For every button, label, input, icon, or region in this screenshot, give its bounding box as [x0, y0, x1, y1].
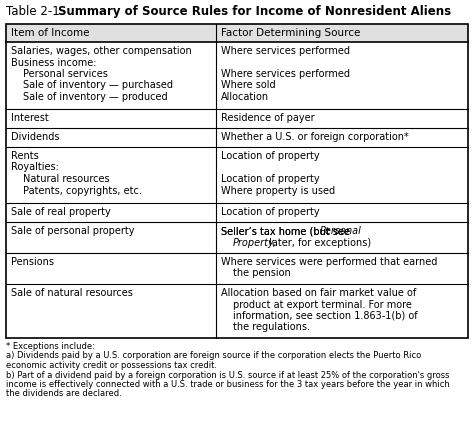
Text: Seller’s tax home (but see: Seller’s tax home (but see [221, 226, 353, 236]
Text: product at export terminal. For more: product at export terminal. For more [233, 299, 412, 309]
Text: Where services performed: Where services performed [221, 46, 350, 56]
Text: Sale of inventory — purchased: Sale of inventory — purchased [23, 81, 173, 91]
Text: a) Dividends paid by a U.S. corporation are foreign source if the corporation el: a) Dividends paid by a U.S. corporation … [6, 351, 421, 360]
Text: Dividends: Dividends [11, 132, 60, 142]
Text: Allocation: Allocation [221, 92, 269, 102]
Text: Sale of real property: Sale of real property [11, 207, 111, 217]
Text: Natural resources: Natural resources [23, 174, 109, 184]
Text: Sale of natural resources: Sale of natural resources [11, 288, 133, 298]
Text: Sale of personal property: Sale of personal property [11, 226, 135, 236]
Text: Where sold: Where sold [221, 81, 275, 91]
Text: Table 2-1.: Table 2-1. [6, 5, 64, 18]
Text: Royalties:: Royalties: [11, 163, 59, 172]
Text: information, see section 1.863-1(b) of: information, see section 1.863-1(b) of [233, 311, 418, 321]
Text: Personal services: Personal services [23, 69, 108, 79]
Text: Where services were performed that earned: Where services were performed that earne… [221, 257, 438, 267]
Text: Property,: Property, [233, 238, 277, 248]
Text: Patents, copyrights, etc.: Patents, copyrights, etc. [23, 185, 142, 196]
Text: the dividends are declared.: the dividends are declared. [6, 390, 122, 399]
Text: Sale of inventory — produced: Sale of inventory — produced [23, 92, 168, 102]
Text: the pension: the pension [233, 269, 291, 278]
Text: Personal: Personal [319, 226, 361, 236]
Text: Where property is used: Where property is used [221, 185, 335, 196]
Text: Summary of Source Rules for Income of Nonresident Aliens: Summary of Source Rules for Income of No… [58, 5, 451, 18]
Text: Pensions: Pensions [11, 257, 54, 267]
Text: Item of Income: Item of Income [11, 28, 90, 38]
Text: Location of property: Location of property [221, 174, 319, 184]
Text: Factor Determining Source: Factor Determining Source [221, 28, 360, 38]
Text: Business income:: Business income: [11, 57, 97, 67]
Bar [6, 24, 468, 42]
Text: Salaries, wages, other compensation: Salaries, wages, other compensation [11, 46, 192, 56]
Text: the regulations.: the regulations. [233, 323, 310, 332]
Text: * Exceptions include:: * Exceptions include: [6, 342, 95, 351]
Text: Seller’s tax home (but see: Seller’s tax home (but see [221, 226, 353, 236]
Text: Allocation based on fair market value of: Allocation based on fair market value of [221, 288, 416, 298]
Text: Whether a U.S. or foreign corporation*: Whether a U.S. or foreign corporation* [221, 132, 409, 142]
Text: later, for exceptions): later, for exceptions) [266, 238, 371, 248]
Text: economic activity credit or possessions tax credit.: economic activity credit or possessions … [6, 361, 217, 370]
Text: Where services performed: Where services performed [221, 69, 350, 79]
Text: b) Part of a dividend paid by a foreign corporation is U.S. source if at least 2: b) Part of a dividend paid by a foreign … [6, 371, 449, 380]
Bar [6, 24, 468, 338]
Text: Rents: Rents [11, 151, 39, 161]
Text: Residence of payer: Residence of payer [221, 113, 315, 123]
Text: Interest: Interest [11, 113, 49, 123]
Text: Location of property: Location of property [221, 207, 319, 217]
Text: Location of property: Location of property [221, 151, 319, 161]
Text: income is effectively connected with a U.S. trade or business for the 3 tax year: income is effectively connected with a U… [6, 380, 450, 389]
